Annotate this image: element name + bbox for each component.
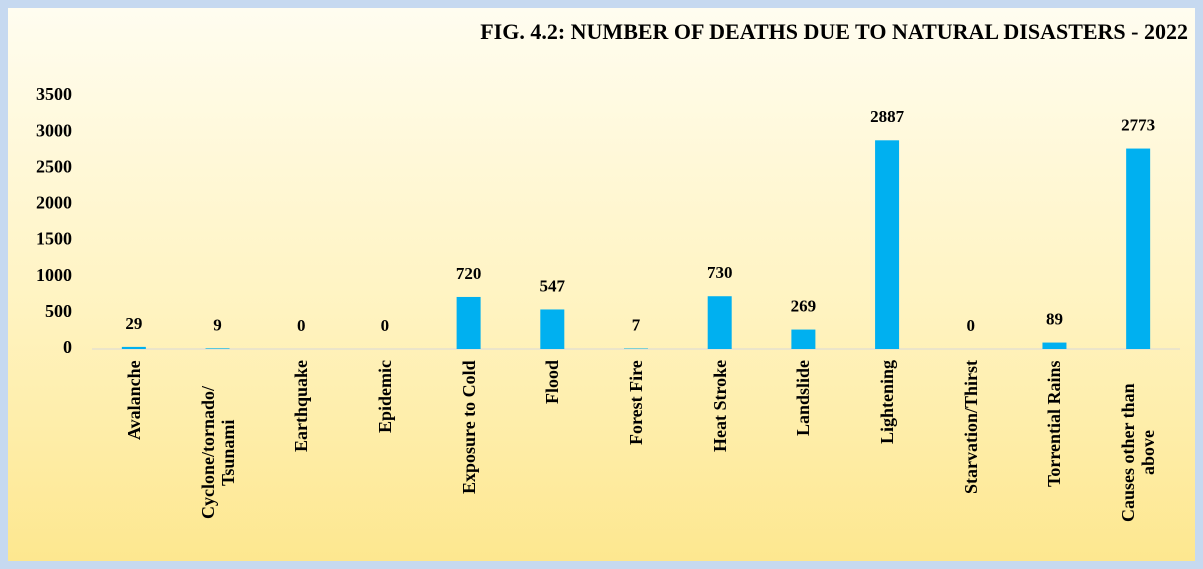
x-tick-label: Torrential Rains — [1044, 360, 1064, 560]
bar — [456, 296, 481, 349]
x-tick-text: Avalanche — [123, 360, 144, 440]
bar — [121, 346, 146, 349]
y-tick-label: 3500 — [36, 84, 72, 104]
bar — [1042, 342, 1067, 349]
data-label: 0 — [967, 316, 976, 335]
bar — [791, 329, 816, 349]
x-tick-text: Lightening — [877, 360, 898, 445]
x-tick-text: Cyclone/tornado/ Tsunami — [197, 386, 238, 519]
bar — [624, 348, 648, 349]
bar — [1126, 148, 1151, 349]
data-label: 7 — [632, 315, 641, 334]
x-tick-label: Heat Stroke — [710, 360, 730, 560]
data-label: 29 — [125, 314, 142, 333]
bar — [875, 140, 900, 349]
x-tick-label: Landslide — [793, 360, 813, 560]
x-tick-text: Epidemic — [374, 360, 395, 434]
y-tick-label: 2000 — [36, 193, 72, 213]
x-tick-label: Forest Fire — [626, 360, 646, 560]
y-tick-label: 3000 — [36, 120, 72, 140]
x-tick-text: Earthquake — [291, 360, 312, 453]
data-label: 89 — [1046, 309, 1063, 328]
data-label: 0 — [381, 316, 390, 335]
bar — [540, 309, 565, 349]
x-tick-label: Causes other than above — [1118, 360, 1158, 560]
y-tick-label: 1500 — [36, 229, 72, 249]
y-tick-label: 1000 — [36, 265, 72, 285]
x-tick-label: Avalanche — [124, 360, 144, 560]
data-label: 730 — [707, 263, 733, 282]
data-label: 2887 — [870, 107, 905, 126]
data-label: 2773 — [1121, 115, 1155, 134]
x-tick-label: Flood — [542, 360, 562, 560]
bar — [707, 296, 732, 349]
x-tick-text: Landslide — [793, 360, 814, 437]
chart-area — [8, 8, 1195, 561]
chart-title: FIG. 4.2: NUMBER OF DEATHS DUE TO NATURA… — [480, 19, 1188, 44]
data-label: 0 — [297, 316, 306, 335]
x-tick-text: Forest Fire — [626, 360, 646, 445]
x-tick-label: Starvation/Thirst — [961, 360, 981, 560]
x-tick-label: Lightening — [877, 360, 897, 560]
x-tick-text: Flood — [542, 360, 563, 405]
bar — [205, 348, 230, 349]
data-label: 9 — [213, 315, 222, 334]
x-tick-label: Epidemic — [375, 360, 395, 560]
x-tick-label: Exposure to Cold — [459, 360, 479, 560]
x-tick-text: Exposure to Cold — [458, 360, 479, 494]
x-tick-text: Heat Stroke — [709, 360, 730, 453]
data-label: 269 — [791, 296, 817, 315]
x-tick-text: Causes other than above — [1118, 383, 1159, 522]
x-tick-text: Starvation/Thirst — [960, 360, 981, 495]
y-tick-label: 500 — [45, 301, 72, 321]
y-tick-label: 0 — [63, 337, 72, 357]
x-tick-label: Earthquake — [291, 360, 311, 560]
data-label: 547 — [540, 276, 566, 295]
data-label: 720 — [456, 264, 482, 283]
x-tick-text: Torrential Rains — [1044, 360, 1065, 487]
x-tick-label: Cyclone/tornado/ Tsunami — [198, 360, 238, 560]
y-tick-label: 2500 — [36, 156, 72, 176]
